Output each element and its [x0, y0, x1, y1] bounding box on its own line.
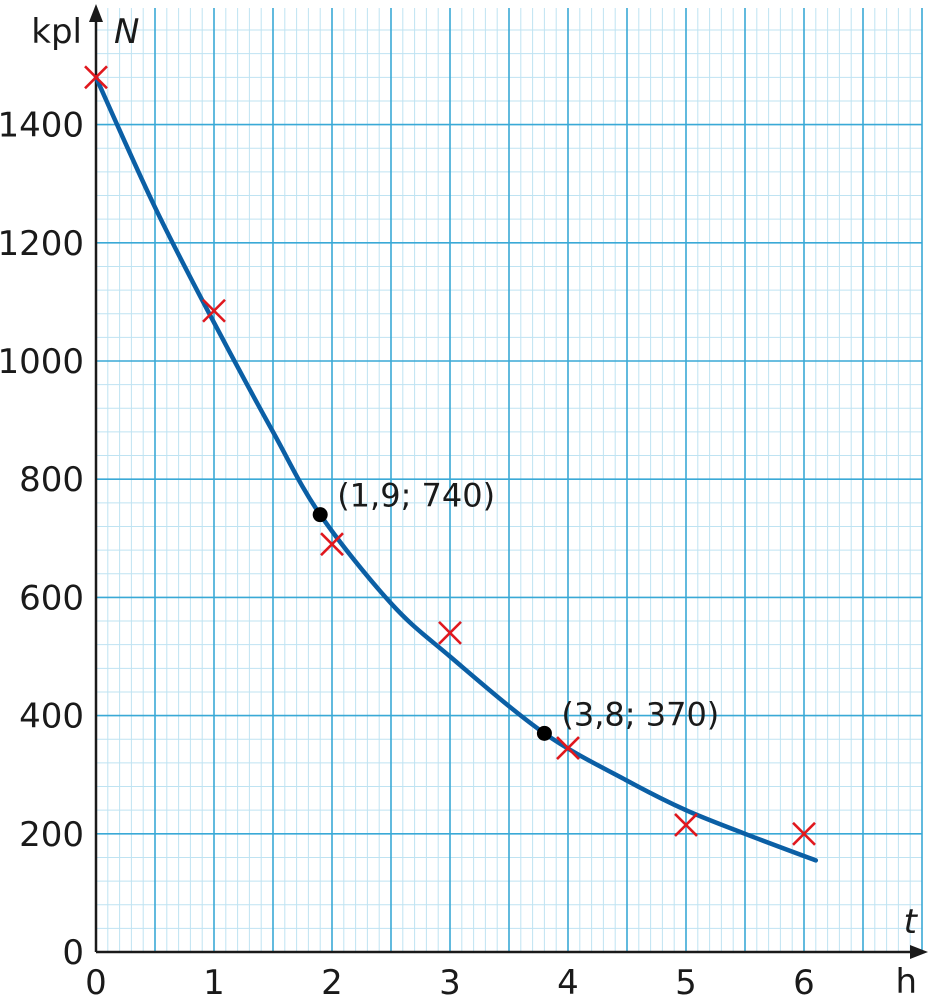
x-tick-label: 6	[793, 963, 815, 998]
point-annotation: (1,9; 740)	[337, 477, 495, 515]
cross-stroke	[556, 736, 580, 761]
major-grid	[95, 8, 923, 953]
data-point-cross	[84, 65, 108, 90]
cross-stroke	[84, 65, 108, 90]
highlighted-point	[536, 725, 552, 741]
x-axis-arrowhead	[910, 945, 928, 959]
x-tick-label: 1	[203, 963, 225, 998]
y-tick-label: 800	[19, 460, 84, 500]
y-tick-label: 200	[19, 815, 84, 855]
data-point-cross	[792, 821, 816, 846]
y-tick-label: 400	[19, 697, 84, 737]
x-tick-labels: 0 1 2 3 4 5 6	[85, 963, 815, 998]
data-point-cross	[438, 620, 462, 645]
axes	[89, 4, 928, 959]
point-annotation: (3,8; 370)	[561, 695, 719, 733]
data-point-cross	[674, 813, 698, 837]
y-axis-label: N	[114, 12, 139, 52]
highlighted-point	[312, 507, 328, 523]
y-tick-label: 1000	[0, 342, 84, 382]
y-tick-label: 1200	[0, 224, 84, 264]
fit-curve-line	[93, 75, 819, 863]
y-axis-arrowhead	[89, 4, 103, 22]
x-tick-label: 5	[675, 963, 697, 998]
x-tick-label: 0	[85, 963, 107, 998]
y-axis-unit: kpl	[31, 12, 82, 52]
x-axis-label: t	[904, 902, 919, 942]
y-tick-label: 1400	[0, 106, 84, 146]
x-axis-unit: h	[895, 962, 917, 998]
cross-stroke	[438, 620, 462, 645]
data-point-cross	[556, 736, 580, 761]
x-tick-label: 2	[321, 963, 343, 998]
measurement-markers	[84, 65, 816, 846]
data-point-cross	[320, 532, 344, 557]
cross-stroke	[202, 298, 226, 323]
y-tick-label: 600	[19, 578, 84, 618]
cross-stroke	[792, 821, 816, 846]
data-point-cross	[202, 298, 226, 323]
x-tick-label: 3	[439, 963, 461, 998]
cross-stroke	[320, 532, 344, 557]
y-tick-labels: 0 200 400 600 800 1000 1200 1400	[0, 106, 84, 973]
highlighted-points: (1,9; 740) (3,8; 370)	[312, 477, 719, 741]
y-tick-label: 0	[62, 933, 84, 973]
x-tick-label: 4	[557, 963, 579, 998]
cross-stroke	[674, 813, 698, 837]
